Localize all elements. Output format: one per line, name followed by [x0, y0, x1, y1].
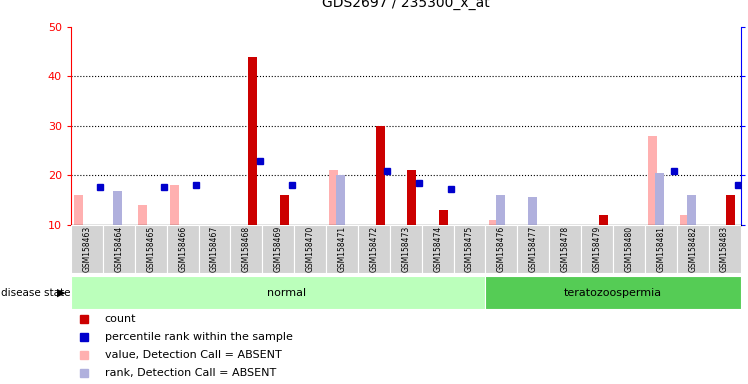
Bar: [263, 225, 294, 273]
Bar: [71, 276, 485, 309]
Text: GSM158468: GSM158468: [242, 226, 251, 272]
Bar: [170, 185, 179, 225]
Text: GSM158470: GSM158470: [306, 226, 315, 272]
Bar: [74, 195, 83, 225]
Bar: [408, 170, 417, 225]
Bar: [453, 225, 485, 273]
Bar: [294, 225, 326, 273]
Text: disease state: disease state: [1, 288, 71, 298]
Bar: [518, 225, 549, 273]
Text: GSM158482: GSM158482: [688, 226, 697, 272]
Bar: [488, 220, 497, 225]
Bar: [422, 225, 453, 273]
Text: rank, Detection Call = ABSENT: rank, Detection Call = ABSENT: [105, 368, 276, 378]
Bar: [248, 56, 257, 225]
Bar: [135, 225, 167, 273]
Bar: [726, 195, 735, 225]
Bar: [648, 136, 657, 225]
Text: GSM158469: GSM158469: [274, 226, 283, 272]
Bar: [680, 215, 689, 225]
Bar: [655, 173, 664, 225]
Text: GSM158466: GSM158466: [178, 226, 187, 272]
Text: GSM158483: GSM158483: [720, 226, 729, 272]
Bar: [326, 225, 358, 273]
Text: GSM158465: GSM158465: [147, 226, 156, 272]
Text: GSM158480: GSM158480: [625, 226, 634, 272]
Bar: [280, 195, 289, 225]
Bar: [337, 175, 346, 225]
Bar: [358, 225, 390, 273]
Bar: [113, 191, 122, 225]
Text: GSM158474: GSM158474: [433, 226, 442, 272]
Bar: [390, 225, 422, 273]
Bar: [167, 225, 198, 273]
Text: value, Detection Call = ABSENT: value, Detection Call = ABSENT: [105, 350, 281, 360]
Bar: [329, 170, 338, 225]
Bar: [103, 225, 135, 273]
Bar: [598, 215, 607, 225]
Bar: [677, 225, 708, 273]
Text: GSM158473: GSM158473: [401, 226, 411, 272]
Text: ▶: ▶: [57, 288, 65, 298]
Text: GSM158471: GSM158471: [337, 226, 346, 272]
Bar: [375, 126, 384, 225]
Bar: [708, 225, 741, 273]
Text: teratozoospermia: teratozoospermia: [564, 288, 662, 298]
Bar: [230, 225, 263, 273]
Text: GSM158481: GSM158481: [656, 226, 665, 272]
Bar: [687, 195, 696, 225]
Bar: [528, 197, 536, 225]
Text: GSM158475: GSM158475: [465, 226, 474, 272]
Bar: [198, 225, 230, 273]
Text: percentile rank within the sample: percentile rank within the sample: [105, 332, 292, 342]
Text: GSM158467: GSM158467: [210, 226, 219, 272]
Text: GSM158479: GSM158479: [592, 226, 601, 272]
Text: GSM158472: GSM158472: [370, 226, 378, 272]
Bar: [71, 225, 103, 273]
Bar: [581, 225, 613, 273]
Bar: [138, 205, 147, 225]
Text: GSM158463: GSM158463: [82, 226, 91, 272]
Bar: [496, 195, 505, 225]
Text: GSM158478: GSM158478: [561, 226, 570, 272]
Bar: [439, 210, 448, 225]
Bar: [485, 276, 741, 309]
Text: GDS2697 / 235300_x_at: GDS2697 / 235300_x_at: [322, 0, 490, 10]
Bar: [645, 225, 677, 273]
Text: count: count: [105, 314, 136, 324]
Text: GSM158477: GSM158477: [529, 226, 538, 272]
Bar: [613, 225, 645, 273]
Text: normal: normal: [267, 288, 306, 298]
Text: GSM158476: GSM158476: [497, 226, 506, 272]
Text: GSM158464: GSM158464: [114, 226, 123, 272]
Bar: [549, 225, 581, 273]
Bar: [485, 225, 518, 273]
